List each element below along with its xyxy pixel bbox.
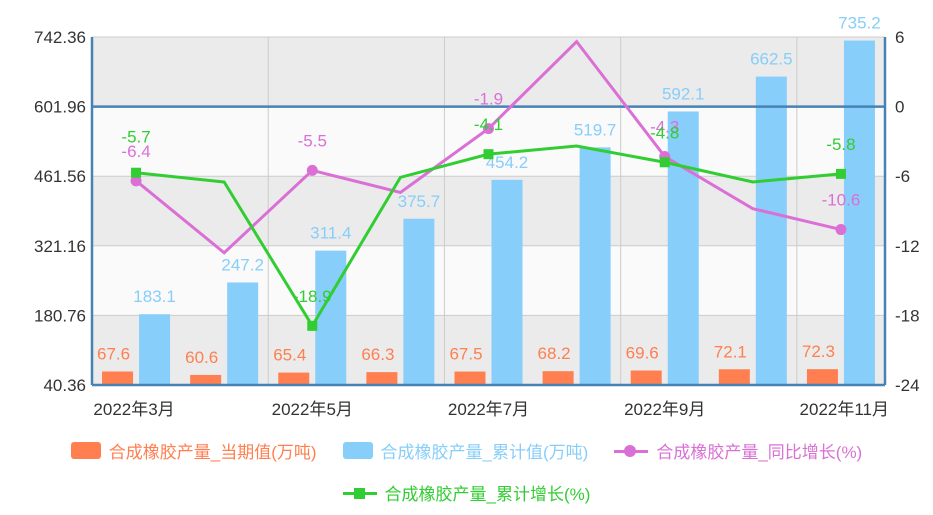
point-marker-cumulative-growth bbox=[131, 167, 142, 178]
legend-item-cumulative-growth[interactable]: 合成橡胶产量_累计增长(%) bbox=[342, 480, 591, 505]
point-marker-yoy bbox=[835, 224, 847, 236]
bar-data-label: 183.1 bbox=[133, 287, 176, 306]
y-right-tick-label: 0 bbox=[895, 98, 904, 117]
bar-cumulative bbox=[403, 218, 435, 385]
grid-band bbox=[92, 37, 885, 107]
y-right-tick-label: -12 bbox=[895, 237, 920, 256]
bar-data-label: 662.5 bbox=[750, 50, 793, 69]
point-data-label: -6.4 bbox=[121, 142, 150, 161]
bar-cumulative bbox=[227, 282, 259, 385]
point-data-label: -5.7 bbox=[121, 128, 150, 147]
point-data-label: -4.3 bbox=[650, 117, 679, 136]
bar-data-label: 68.2 bbox=[538, 344, 571, 363]
bar-data-label: 69.6 bbox=[626, 344, 659, 363]
y-right-tick-label: -24 bbox=[895, 376, 920, 395]
legend-swatch-yoy-growth bbox=[614, 443, 649, 459]
bar-cumulative bbox=[491, 179, 523, 385]
bar-cumulative bbox=[579, 147, 611, 385]
point-data-label: -4.1 bbox=[474, 115, 503, 134]
legend-row-1: 合成橡胶产量_当期值(万吨) 合成橡胶产量_累计值(万吨) 合成橡胶产量_同比增… bbox=[0, 438, 933, 463]
bar-data-label: 592.1 bbox=[662, 84, 705, 103]
bar-current bbox=[806, 369, 838, 385]
point-marker-yoy bbox=[306, 164, 318, 176]
y-right-tick-label: -6 bbox=[895, 167, 910, 186]
bar-data-label: 67.5 bbox=[449, 345, 482, 364]
bar-data-label: 311.4 bbox=[310, 224, 351, 243]
point-data-label: -4.8 bbox=[650, 123, 679, 142]
bar-cumulative bbox=[139, 314, 171, 385]
bar-data-label: 375.7 bbox=[398, 192, 441, 211]
x-tick-label: 2022年11月 bbox=[800, 400, 889, 419]
legend-label-yoy-growth: 合成橡胶产量_同比增长(%) bbox=[656, 443, 863, 462]
bar-data-label: 735.2 bbox=[838, 14, 881, 33]
legend-swatch-current-value bbox=[70, 442, 101, 459]
bar-current bbox=[278, 372, 310, 385]
legend-swatch-cumulative-value bbox=[342, 442, 373, 459]
bar-data-label: 247.2 bbox=[221, 255, 264, 274]
bar-data-label: 60.6 bbox=[185, 348, 218, 367]
point-data-label: -5.8 bbox=[826, 135, 855, 154]
y-right-tick-label: 6 bbox=[895, 28, 904, 47]
bar-data-label: 519.7 bbox=[574, 120, 617, 139]
bar-data-label: 454.2 bbox=[486, 153, 529, 172]
bar-cumulative bbox=[843, 40, 875, 385]
bar-data-label: 72.1 bbox=[714, 342, 747, 361]
point-data-label: -10.6 bbox=[822, 191, 861, 210]
bar-current bbox=[102, 371, 134, 385]
point-marker-cumulative-growth bbox=[307, 320, 318, 331]
y-right-tick-label: -18 bbox=[895, 306, 920, 325]
legend-swatch-cumulative-growth bbox=[342, 485, 377, 501]
x-tick-label: 2022年7月 bbox=[448, 400, 529, 419]
legend-label-current-value: 合成橡胶产量_当期值(万吨) bbox=[108, 443, 317, 462]
bar-current bbox=[454, 371, 486, 385]
point-marker-yoy bbox=[483, 123, 494, 135]
y-left-tick-label: 742.36 bbox=[34, 28, 86, 47]
bar-current bbox=[366, 372, 398, 385]
bar-cumulative bbox=[667, 111, 699, 386]
legend-item-cumulative-value[interactable]: 合成橡胶产量_累计值(万吨) bbox=[342, 438, 589, 463]
legend-label-cumulative-growth: 合成橡胶产量_累计增长(%) bbox=[384, 485, 591, 504]
grid-band bbox=[92, 106, 885, 177]
point-marker-cumulative-growth bbox=[835, 168, 846, 179]
bar-data-label: 72.3 bbox=[802, 342, 835, 361]
point-marker-cumulative-growth bbox=[659, 157, 670, 168]
y-left-tick-label: 180.76 bbox=[34, 306, 86, 325]
point-data-label: -18.9 bbox=[293, 287, 332, 306]
point-data-label: -5.5 bbox=[298, 131, 327, 150]
x-tick-label: 2022年3月 bbox=[93, 400, 174, 419]
y-left-tick-label: 40.36 bbox=[43, 376, 86, 395]
point-marker-yoy bbox=[130, 175, 142, 187]
point-marker-cumulative-growth bbox=[483, 149, 494, 160]
bar-current bbox=[190, 374, 222, 385]
bar-data-label: 65.4 bbox=[273, 346, 306, 365]
legend-label-cumulative-value: 合成橡胶产量_累计值(万吨) bbox=[380, 443, 589, 462]
bar-data-label: 67.6 bbox=[97, 344, 130, 363]
legend-item-current-value[interactable]: 合成橡胶产量_当期值(万吨) bbox=[70, 438, 317, 463]
bar-data-label: 66.3 bbox=[361, 345, 394, 364]
x-tick-label: 2022年5月 bbox=[272, 400, 353, 419]
grid-band bbox=[92, 315, 885, 385]
legend-item-yoy-growth[interactable]: 合成橡胶产量_同比增长(%) bbox=[614, 438, 862, 463]
bar-current bbox=[630, 370, 662, 385]
y-left-tick-label: 461.56 bbox=[34, 167, 86, 186]
legend-row-2: 合成橡胶产量_累计增长(%) bbox=[0, 480, 933, 505]
grid-band bbox=[92, 176, 885, 246]
y-left-tick-label: 321.16 bbox=[34, 237, 86, 256]
bar-cumulative bbox=[315, 250, 347, 385]
bar-current bbox=[718, 369, 750, 385]
point-data-label: -1.9 bbox=[474, 90, 503, 109]
bar-current bbox=[542, 371, 574, 385]
bar-cumulative bbox=[755, 76, 787, 385]
y-left-tick-label: 601.96 bbox=[34, 98, 86, 117]
x-tick-label: 2022年9月 bbox=[624, 400, 705, 419]
grid-band bbox=[92, 245, 885, 316]
